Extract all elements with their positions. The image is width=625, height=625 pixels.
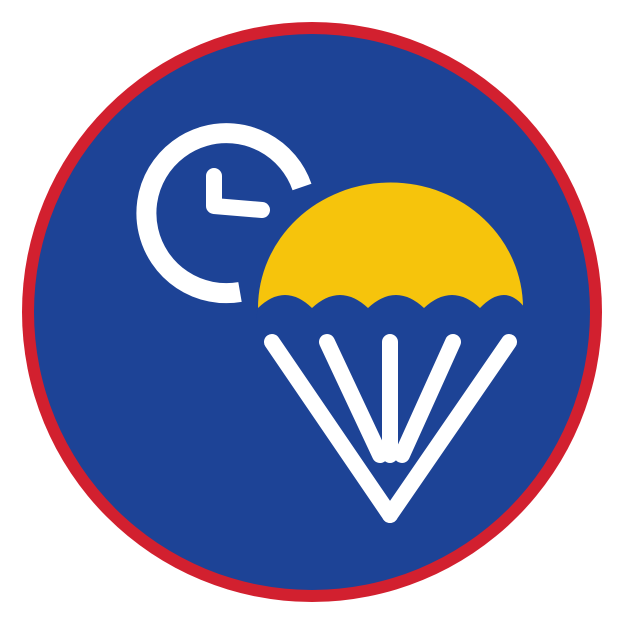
clock-face-arc: [136, 123, 312, 304]
clock-hands: [206, 168, 270, 218]
parachute-icon: [256, 182, 525, 523]
parachute-line: [382, 334, 517, 523]
parachute-line: [264, 334, 398, 523]
clock-icon: [136, 123, 312, 304]
parachute-lines: [264, 334, 517, 523]
parachute-canopy: [258, 182, 523, 308]
parachute-canopy-scallops: [256, 295, 525, 320]
parachute-line: [319, 334, 388, 463]
parachute-line: [394, 334, 461, 463]
